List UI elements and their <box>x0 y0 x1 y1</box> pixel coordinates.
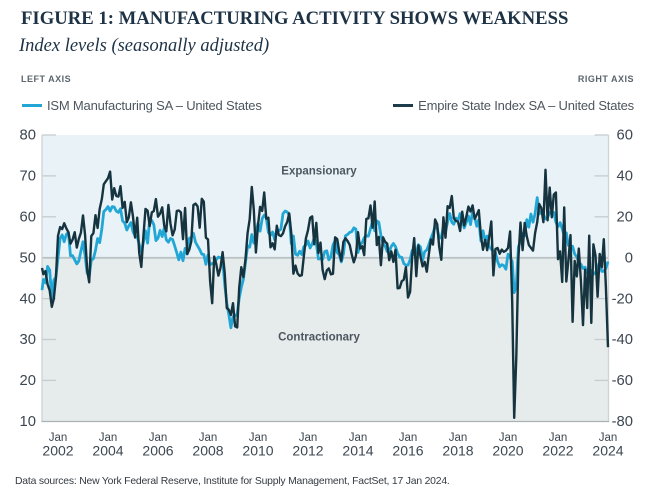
svg-text:Jan: Jan <box>549 432 568 444</box>
svg-text:2002: 2002 <box>42 443 73 459</box>
svg-text:Jan: Jan <box>599 432 618 444</box>
svg-text:2006: 2006 <box>142 443 173 459</box>
svg-text:30: 30 <box>20 332 36 348</box>
svg-text:Jan: Jan <box>249 432 268 444</box>
svg-text:10: 10 <box>20 414 36 430</box>
svg-text:Contractionary: Contractionary <box>278 332 360 344</box>
svg-text:0: 0 <box>625 251 633 267</box>
svg-text:Jan: Jan <box>99 432 118 444</box>
svg-text:40: 40 <box>617 169 633 185</box>
svg-text:2020: 2020 <box>492 443 523 459</box>
svg-text:50: 50 <box>20 251 36 267</box>
svg-text:2014: 2014 <box>342 443 373 459</box>
svg-text:Jan: Jan <box>399 432 418 444</box>
svg-text:40: 40 <box>20 291 36 307</box>
svg-text:Jan: Jan <box>49 432 68 444</box>
svg-text:-40: -40 <box>612 332 633 348</box>
svg-text:-20: -20 <box>612 291 633 307</box>
svg-text:Jan: Jan <box>199 432 218 444</box>
svg-text:2008: 2008 <box>192 443 223 459</box>
svg-text:2004: 2004 <box>92 443 123 459</box>
svg-text:20: 20 <box>617 210 633 226</box>
svg-text:80: 80 <box>20 128 36 144</box>
svg-text:Jan: Jan <box>499 432 518 444</box>
svg-text:Jan: Jan <box>149 432 168 444</box>
svg-text:2022: 2022 <box>542 443 573 459</box>
svg-text:Jan: Jan <box>449 432 468 444</box>
svg-text:Expansionary: Expansionary <box>281 166 357 178</box>
svg-text:-80: -80 <box>612 414 633 430</box>
svg-text:20: 20 <box>20 373 36 389</box>
svg-text:Jan: Jan <box>299 432 318 444</box>
svg-text:2024: 2024 <box>592 443 623 459</box>
svg-text:2012: 2012 <box>292 443 323 459</box>
svg-text:2016: 2016 <box>392 443 423 459</box>
svg-text:-60: -60 <box>612 373 633 389</box>
svg-text:60: 60 <box>20 210 36 226</box>
svg-text:Jan: Jan <box>349 432 368 444</box>
svg-text:60: 60 <box>617 128 633 144</box>
svg-text:70: 70 <box>20 169 36 185</box>
svg-text:2010: 2010 <box>242 443 273 459</box>
svg-text:2018: 2018 <box>442 443 473 459</box>
